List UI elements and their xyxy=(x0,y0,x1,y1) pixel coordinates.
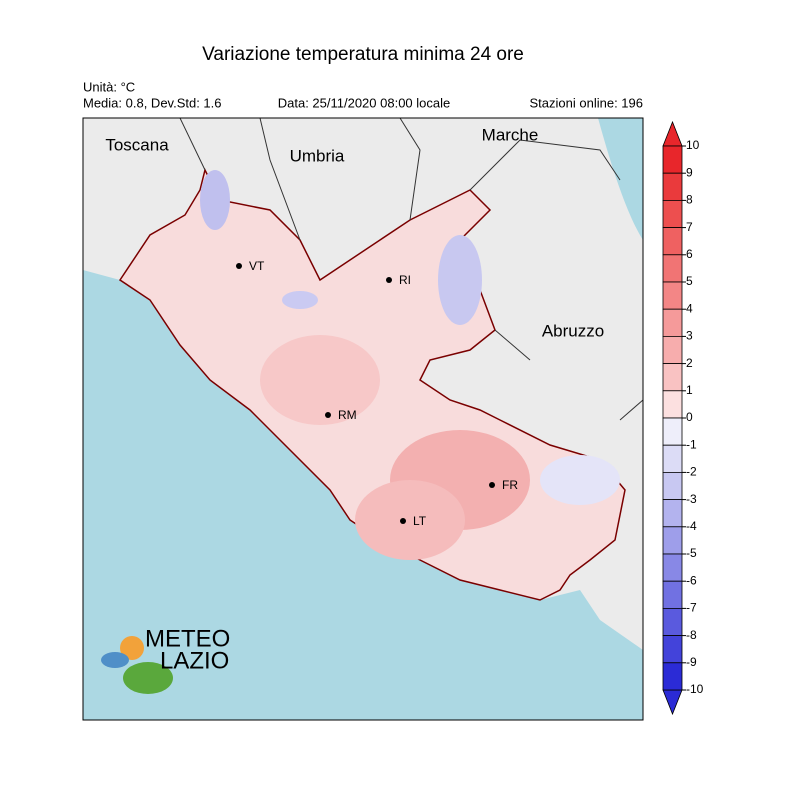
colorbar-bin xyxy=(662,444,683,473)
colorbar-tick-label: -7 xyxy=(686,601,697,615)
warm-area xyxy=(260,335,380,425)
title: Variazione temperatura minima 24 ore xyxy=(202,44,524,65)
date: Data: 25/11/2020 08:00 locale xyxy=(278,95,451,110)
stations: Stazioni online: 196 xyxy=(530,95,643,110)
colorbar-bin xyxy=(662,199,683,228)
colorbar-bin xyxy=(662,254,683,283)
city-label: FR xyxy=(502,478,518,492)
cool-area xyxy=(282,291,318,309)
city-label: VT xyxy=(249,259,265,273)
colorbar-tick-label: -6 xyxy=(686,573,697,587)
city-dot xyxy=(325,412,331,418)
sea xyxy=(598,118,643,240)
colorbar-bin xyxy=(662,281,683,310)
stats: Media: 0.8, Dev.Std: 1.6 xyxy=(83,95,222,110)
colorbar-bin xyxy=(662,308,683,337)
colorbar-tick-label: 5 xyxy=(686,274,693,288)
region-label: Abruzzo xyxy=(542,321,604,340)
colorbar-bin xyxy=(662,499,683,528)
colorbar-bin xyxy=(662,417,683,446)
colorbar-tick-label: -3 xyxy=(686,492,697,506)
colorbar-bin xyxy=(662,390,683,419)
city-dot xyxy=(489,482,495,488)
colorbar-bin xyxy=(662,227,683,256)
cool-area xyxy=(438,235,482,325)
colorbar-bin xyxy=(662,172,683,201)
frame xyxy=(82,117,644,721)
colorbar-tick-label: -2 xyxy=(686,465,697,479)
warm-area xyxy=(355,480,465,560)
colorbar-tick-label: -9 xyxy=(686,655,697,669)
colorbar-bin xyxy=(662,363,683,392)
colorbar-tick-label: 1 xyxy=(686,383,693,397)
logo-land xyxy=(123,662,173,694)
cool-area xyxy=(200,170,230,230)
colorbar-tick-label: 8 xyxy=(686,193,693,207)
city-label: RI xyxy=(399,273,411,287)
colorbar-tick-label: 10 xyxy=(686,138,700,152)
colorbar-tick-label: 9 xyxy=(686,165,693,179)
logo-sun xyxy=(120,636,144,660)
city-label: LT xyxy=(413,514,427,528)
city-dot xyxy=(400,518,406,524)
colorbar-bin xyxy=(662,145,683,174)
border xyxy=(179,118,643,421)
colorbar-bin xyxy=(662,553,683,582)
colorbar-arrow xyxy=(662,120,683,147)
logo-text: LAZIO xyxy=(160,647,229,674)
logo: METEO LAZIO xyxy=(101,625,230,694)
colorbar-tick-label: 0 xyxy=(686,410,693,424)
map-area xyxy=(83,118,643,720)
cool-area xyxy=(540,455,620,505)
sea xyxy=(83,270,643,720)
colorbar-arrow xyxy=(662,689,683,716)
colorbar-tick-label: -1 xyxy=(686,437,697,451)
colorbar-tick-label: -5 xyxy=(686,546,697,560)
colorbar-bin xyxy=(662,526,683,555)
region-label: Toscana xyxy=(105,135,169,154)
colorbar-bin xyxy=(662,608,683,637)
colorbar-tick-label: 4 xyxy=(686,301,693,315)
region-label: Marche xyxy=(482,125,539,144)
colorbar-bin xyxy=(662,471,683,500)
colorbar-tick-label: 7 xyxy=(686,220,693,234)
colorbar-tick-label: 6 xyxy=(686,247,693,261)
unit: Unità: °C xyxy=(83,79,135,94)
region-label: Umbria xyxy=(290,146,345,165)
logo-text: METEO xyxy=(145,625,230,652)
logo-cloud xyxy=(101,652,129,668)
colorbar-tick-label: 3 xyxy=(686,329,693,343)
city-dot xyxy=(236,263,242,269)
colorbar-tick-label: -10 xyxy=(686,682,704,696)
colorbar-bin xyxy=(662,580,683,609)
colorbar-tick-label: -4 xyxy=(686,519,697,533)
colorbar-bin xyxy=(662,635,683,664)
city-label: RM xyxy=(338,408,357,422)
colorbar-bin xyxy=(662,335,683,364)
colorbar-tick-label: 2 xyxy=(686,356,693,370)
colorbar-tick-label: -8 xyxy=(686,628,697,642)
colorbar-bin xyxy=(662,662,683,691)
city-dot xyxy=(386,277,392,283)
